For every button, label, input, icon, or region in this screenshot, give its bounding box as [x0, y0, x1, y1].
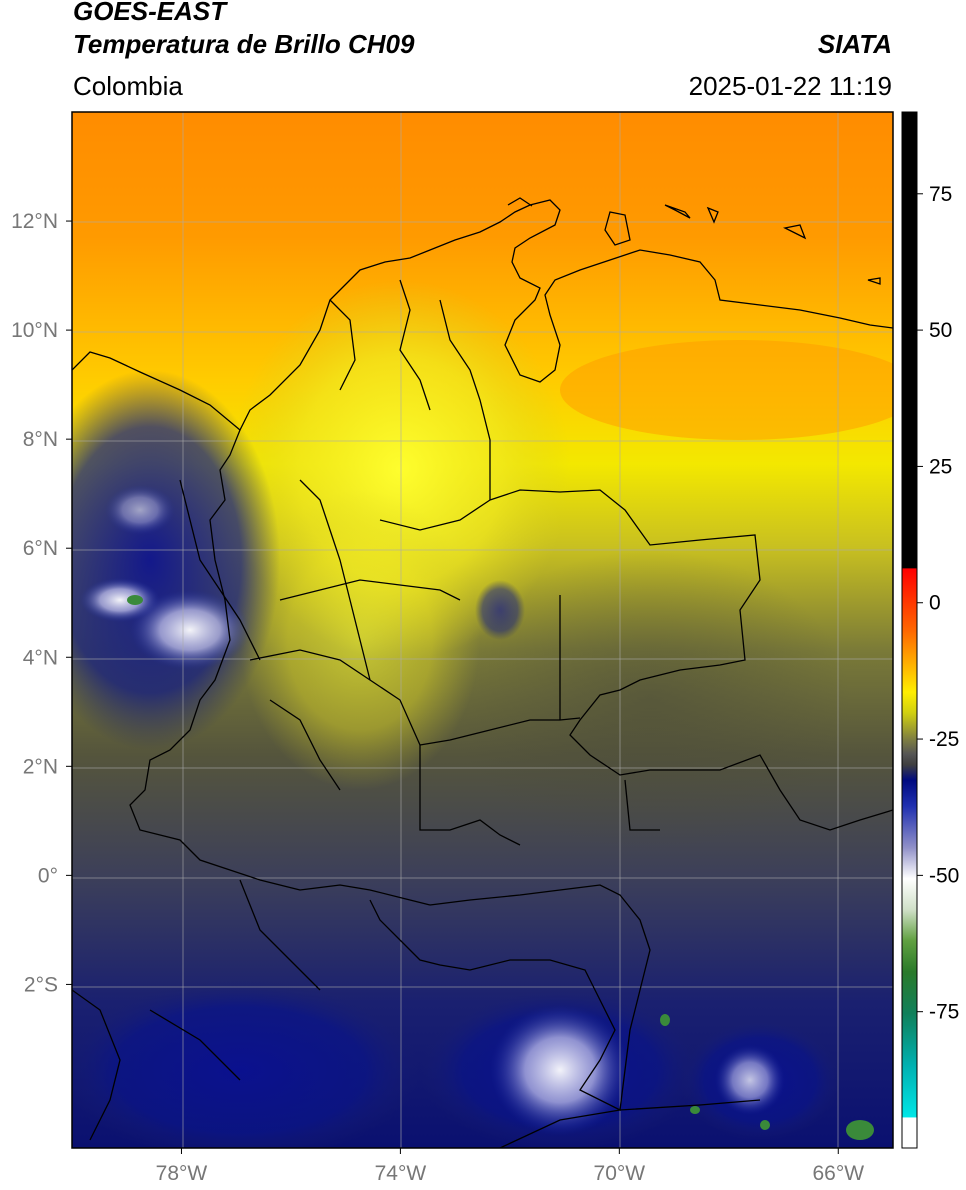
colorbar-tick-label: -75 [929, 1001, 959, 1024]
coastlines-and-borders [72, 197, 893, 1148]
satellite-imagery [72, 112, 893, 1148]
region-label: Colombia [73, 71, 183, 101]
map-frame [71, 111, 894, 1149]
colorbar-tick-label: 0 [929, 592, 941, 615]
lat-tick-label: 0° [38, 864, 58, 887]
colorbar-tick-label: 25 [929, 455, 952, 478]
colorbar-tick-label: -25 [929, 728, 959, 751]
datetime-label: 2025-01-22 11:19 [688, 71, 892, 101]
lat-tick-label: 4°N [23, 646, 58, 669]
latitude-axis: 12°N 10°N 8°N 6°N 4°N 2°N 0° 2°S [11, 210, 72, 996]
title-line-2: Temperatura de Brillo CH09 [73, 29, 415, 59]
lat-tick-label: 12°N [11, 210, 58, 233]
lat-tick-label: 2°N [23, 755, 58, 778]
longitude-axis: 78°W 74°W 70°W 66°W [156, 1148, 864, 1185]
colorbar-tick-label: 75 [929, 183, 952, 206]
colorbar-tick-label: 50 [929, 319, 952, 342]
lat-tick-label: 10°N [11, 319, 58, 342]
colorbar-tick-label: -50 [929, 864, 959, 887]
title-line-1: GOES-EAST [73, 0, 227, 26]
lon-tick-label: 66°W [812, 1162, 864, 1185]
lon-tick-label: 78°W [156, 1162, 208, 1185]
lat-tick-label: 6°N [23, 537, 58, 560]
agency-label: SIATA [817, 29, 892, 59]
lat-tick-label: 2°S [24, 973, 58, 996]
lon-tick-label: 70°W [594, 1162, 646, 1185]
colorbar [901, 111, 918, 1149]
colorbar-ticks: 75 50 25 0 -25 -50 -75 [917, 183, 959, 1024]
lon-tick-label: 74°W [375, 1162, 427, 1185]
lat-tick-label: 8°N [23, 428, 58, 451]
